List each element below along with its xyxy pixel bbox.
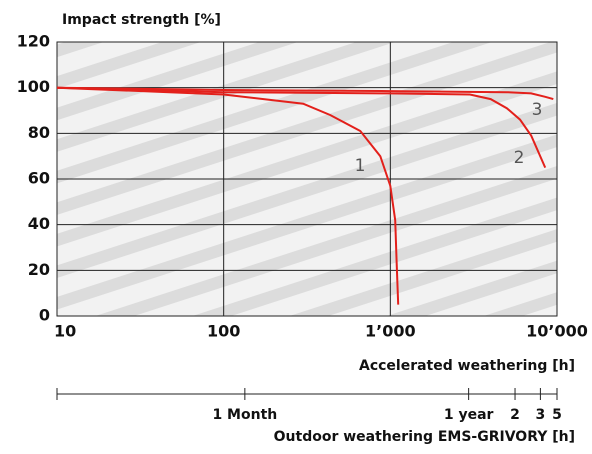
x-tick-label: 10’000 [526,322,588,341]
y-tick-label: 100 [17,77,50,96]
y-tick-label: 0 [39,306,50,325]
y-tick-label: 40 [28,214,50,233]
series-label: 1 [355,156,366,176]
x-tick-label: 100 [207,322,240,341]
y-tick-label: 60 [28,169,50,188]
x-tick-label: 1’000 [365,322,416,341]
plot-frame [56,41,558,317]
x-tick-label: 10 [54,322,76,341]
y-tick-label: 20 [28,260,50,279]
x2-tick-label: 1 year [444,407,494,423]
y-tick-label: 120 [17,32,50,51]
y-tick-label: 80 [28,123,50,142]
line-series [56,86,400,305]
x2-tick-label: 5 [552,407,562,423]
x2-tick-label: 3 [536,407,546,423]
x2-axis-label: Outdoor weathering EMS-GRIVORY [h] [274,429,575,445]
y-axis-label: Impact strength [%] [62,12,221,28]
x2-tick-label: 1 Month [212,407,277,423]
line-series [56,86,547,169]
x-axis-label: Accelerated weathering [h] [359,358,575,374]
x2-tick-label: 2 [510,407,520,423]
series-label: 3 [532,100,543,120]
line-series [56,86,554,101]
series-label: 2 [514,148,525,168]
